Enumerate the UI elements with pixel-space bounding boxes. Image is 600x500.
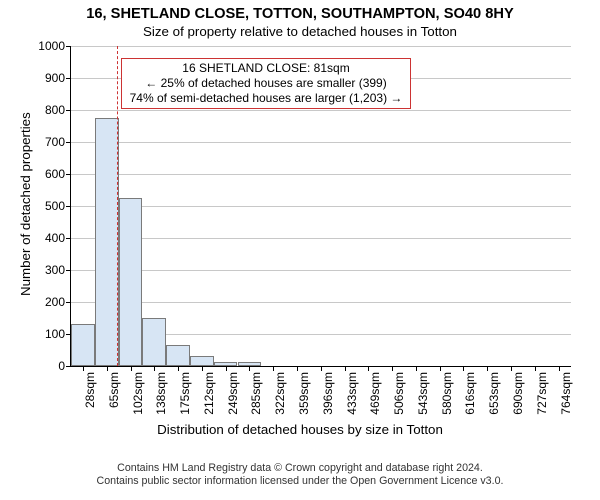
ytick-label: 800 [45, 103, 65, 117]
xtick-mark [297, 366, 298, 371]
ytick-mark [66, 174, 71, 175]
xtick-label: 727sqm [535, 372, 549, 415]
ytick-mark [66, 270, 71, 271]
xtick-mark [249, 366, 250, 371]
xtick-mark [440, 366, 441, 371]
chart-container: 16, SHETLAND CLOSE, TOTTON, SOUTHAMPTON,… [0, 0, 600, 500]
y-axis-label: Number of detached properties [18, 112, 33, 296]
gridline [71, 302, 571, 303]
ytick-mark [66, 142, 71, 143]
xtick-mark [226, 366, 227, 371]
ytick-label: 700 [45, 135, 65, 149]
ytick-label: 900 [45, 71, 65, 85]
ytick-mark [66, 302, 71, 303]
xtick-label: 249sqm [226, 372, 240, 415]
gridline [71, 142, 571, 143]
xtick-mark [416, 366, 417, 371]
xtick-mark [83, 366, 84, 371]
ytick-label: 1000 [38, 39, 65, 53]
ytick-mark [66, 78, 71, 79]
ytick-label: 500 [45, 199, 65, 213]
xtick-mark [178, 366, 179, 371]
ytick-mark [66, 110, 71, 111]
annotation-box: 16 SHETLAND CLOSE: 81sqm ← 25% of detach… [121, 58, 411, 109]
chart-title: 16, SHETLAND CLOSE, TOTTON, SOUTHAMPTON,… [0, 6, 600, 22]
gridline [71, 238, 571, 239]
xtick-mark [107, 366, 108, 371]
xtick-label: 433sqm [345, 372, 359, 415]
histogram-bar [190, 356, 214, 366]
xtick-label: 322sqm [273, 372, 287, 415]
xtick-mark [463, 366, 464, 371]
xtick-mark [392, 366, 393, 371]
footer-line-1: Contains HM Land Registry data © Crown c… [0, 462, 600, 475]
xtick-mark [487, 366, 488, 371]
xtick-mark [368, 366, 369, 371]
xtick-label: 543sqm [416, 372, 430, 415]
xtick-label: 285sqm [249, 372, 263, 415]
xtick-mark [273, 366, 274, 371]
ytick-label: 0 [58, 359, 65, 373]
ytick-mark [66, 206, 71, 207]
xtick-mark [131, 366, 132, 371]
xtick-label: 138sqm [154, 372, 168, 415]
xtick-label: 212sqm [202, 372, 216, 415]
footer-line-2: Contains public sector information licen… [0, 475, 600, 488]
annotation-line-1: 16 SHETLAND CLOSE: 81sqm [126, 61, 406, 76]
xtick-label: 359sqm [297, 372, 311, 415]
ytick-mark [66, 238, 71, 239]
x-axis-label: Distribution of detached houses by size … [0, 422, 600, 437]
annotation-line-2: ← 25% of detached houses are smaller (39… [126, 76, 406, 91]
xtick-mark [345, 366, 346, 371]
xtick-label: 616sqm [463, 372, 477, 415]
xtick-label: 653sqm [487, 372, 501, 415]
xtick-mark [202, 366, 203, 371]
histogram-bar [166, 345, 190, 366]
footer-attribution: Contains HM Land Registry data © Crown c… [0, 462, 600, 488]
xtick-mark [154, 366, 155, 371]
gridline [71, 110, 571, 111]
chart-subtitle: Size of property relative to detached ho… [0, 24, 600, 39]
ytick-mark [66, 46, 71, 47]
xtick-label: 580sqm [440, 372, 454, 415]
annotation-line-3: 74% of semi-detached houses are larger (… [126, 91, 406, 106]
gridline [71, 174, 571, 175]
xtick-label: 469sqm [368, 372, 382, 415]
ytick-mark [66, 366, 71, 367]
xtick-label: 764sqm [559, 372, 573, 415]
gridline [71, 206, 571, 207]
gridline [71, 46, 571, 47]
histogram-bar [142, 318, 166, 366]
xtick-label: 65sqm [107, 372, 121, 408]
ytick-label: 400 [45, 231, 65, 245]
xtick-label: 690sqm [511, 372, 525, 415]
xtick-label: 175sqm [178, 372, 192, 415]
histogram-bar [71, 324, 95, 366]
ytick-label: 600 [45, 167, 65, 181]
marker-line [117, 46, 118, 366]
ytick-label: 200 [45, 295, 65, 309]
gridline [71, 270, 571, 271]
xtick-mark [321, 366, 322, 371]
histogram-bar [119, 198, 143, 366]
plot-area: 16 SHETLAND CLOSE: 81sqm ← 25% of detach… [70, 46, 571, 367]
histogram-bar [95, 118, 119, 366]
xtick-mark [559, 366, 560, 371]
xtick-label: 28sqm [83, 372, 97, 408]
xtick-mark [511, 366, 512, 371]
xtick-label: 396sqm [321, 372, 335, 415]
xtick-label: 102sqm [131, 372, 145, 415]
ytick-label: 100 [45, 327, 65, 341]
ytick-label: 300 [45, 263, 65, 277]
xtick-label: 506sqm [392, 372, 406, 415]
xtick-mark [535, 366, 536, 371]
